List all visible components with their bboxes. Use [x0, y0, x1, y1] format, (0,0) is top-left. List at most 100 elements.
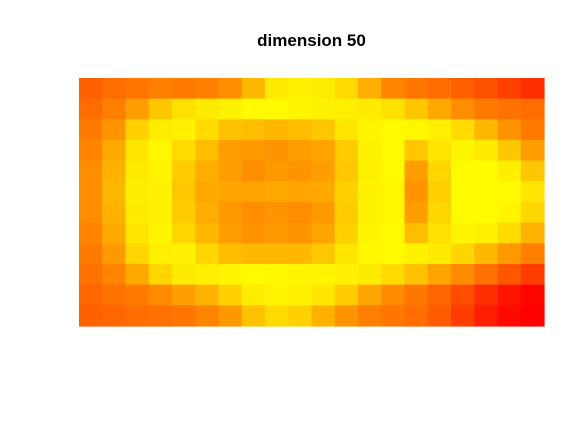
heatmap-cell — [241, 284, 266, 306]
heatmap-cell — [311, 98, 336, 120]
heatmap-cell — [102, 202, 127, 224]
heatmap-cell — [404, 202, 429, 224]
heatmap-cell — [497, 305, 522, 327]
heatmap-cell — [520, 181, 545, 203]
heatmap-cell — [427, 119, 452, 141]
heatmap-cell — [241, 243, 266, 265]
heatmap-cell — [427, 264, 452, 286]
heatmap-cell — [311, 119, 336, 141]
heatmap-cell — [218, 243, 243, 265]
heatmap-cell — [148, 181, 173, 203]
heatmap-cell — [125, 119, 150, 141]
heatmap-cell — [451, 284, 475, 306]
heatmap-cell — [334, 160, 359, 182]
heatmap-cell — [218, 305, 243, 327]
heatmap-cell — [102, 160, 127, 182]
heatmap-cell — [265, 181, 289, 203]
heatmap-cell — [427, 284, 452, 306]
heatmap-cell — [404, 78, 429, 100]
heatmap-cell — [427, 98, 452, 120]
heatmap-cell — [334, 78, 359, 100]
heatmap-cell — [241, 160, 266, 182]
heatmap-cell — [102, 181, 127, 203]
heatmap-cell — [288, 222, 313, 244]
chart-title: dimension 50 — [257, 31, 366, 50]
heatmap-cell — [404, 98, 429, 120]
heatmap-cell — [474, 160, 499, 182]
heatmap-cell — [218, 160, 243, 182]
heatmap-cell — [172, 78, 196, 100]
heatmap-cell — [172, 119, 196, 141]
heatmap-cell — [172, 181, 196, 203]
heatmap-cell — [195, 202, 220, 224]
heatmap-cell — [265, 284, 289, 306]
heatmap-cell — [520, 160, 545, 182]
heatmap-cell — [265, 264, 289, 286]
heatmap-cell — [404, 222, 429, 244]
heatmap-cell — [195, 119, 220, 141]
heatmap-cell — [241, 78, 266, 100]
heatmap-cell — [497, 160, 522, 182]
heatmap-cell — [358, 181, 382, 203]
heatmap-cell — [334, 181, 359, 203]
heatmap-cell — [265, 160, 289, 182]
heatmap-cell — [404, 160, 429, 182]
heatmap-cell — [334, 98, 359, 120]
heatmap-cell — [334, 202, 359, 224]
heatmap-cell — [102, 119, 127, 141]
heatmap-cell — [334, 243, 359, 265]
heatmap-cell — [427, 202, 452, 224]
heatmap-cell — [125, 160, 150, 182]
heatmap-cell — [195, 305, 220, 327]
heatmap-cell — [451, 140, 475, 162]
heatmap-cell — [148, 140, 173, 162]
heatmap-cell — [451, 181, 475, 203]
heatmap-cell — [381, 202, 406, 224]
heatmap-cell — [451, 243, 475, 265]
heatmap-cell — [311, 264, 336, 286]
heatmap-cell — [288, 160, 313, 182]
heatmap-cell — [125, 243, 150, 265]
heatmap-cell — [358, 98, 382, 120]
heatmap-cell — [172, 264, 196, 286]
heatmap-cell — [381, 98, 406, 120]
heatmap-cell — [288, 264, 313, 286]
heatmap-cell — [451, 119, 475, 141]
heatmap-cell — [404, 140, 429, 162]
heatmap-cell — [102, 284, 127, 306]
heatmap-cell — [102, 98, 127, 120]
heatmap-cell — [125, 78, 150, 100]
heatmap-cell — [334, 222, 359, 244]
heatmap-cell — [79, 181, 103, 203]
heatmap-cell — [172, 243, 196, 265]
heatmap-cell — [381, 78, 406, 100]
heatmap-cell — [427, 160, 452, 182]
heatmap-cell — [241, 140, 266, 162]
heatmap-cell — [148, 78, 173, 100]
heatmap-cell — [520, 243, 545, 265]
heatmap-cell — [79, 140, 103, 162]
heatmap-cell — [474, 140, 499, 162]
heatmap-cell — [334, 264, 359, 286]
heatmap-cell — [497, 243, 522, 265]
heatmap-cell — [288, 140, 313, 162]
heatmap-cell — [311, 140, 336, 162]
heatmap-cell — [172, 305, 196, 327]
heatmap-cell — [125, 264, 150, 286]
heatmap-cell — [311, 160, 336, 182]
heatmap-cell — [102, 78, 127, 100]
heatmap-cell — [148, 98, 173, 120]
heatmap-cell — [288, 78, 313, 100]
heatmap-cell — [474, 78, 499, 100]
heatmap-cell — [148, 202, 173, 224]
heatmap-cell — [125, 98, 150, 120]
heatmap-cell — [427, 243, 452, 265]
heatmap-cell — [172, 202, 196, 224]
heatmap-cell — [381, 160, 406, 182]
heatmap-cell — [497, 119, 522, 141]
heatmap-cell — [172, 284, 196, 306]
heatmap-cell — [497, 284, 522, 306]
heatmap-cell — [79, 202, 103, 224]
heatmap-cell — [265, 222, 289, 244]
heatmap-cell — [125, 284, 150, 306]
